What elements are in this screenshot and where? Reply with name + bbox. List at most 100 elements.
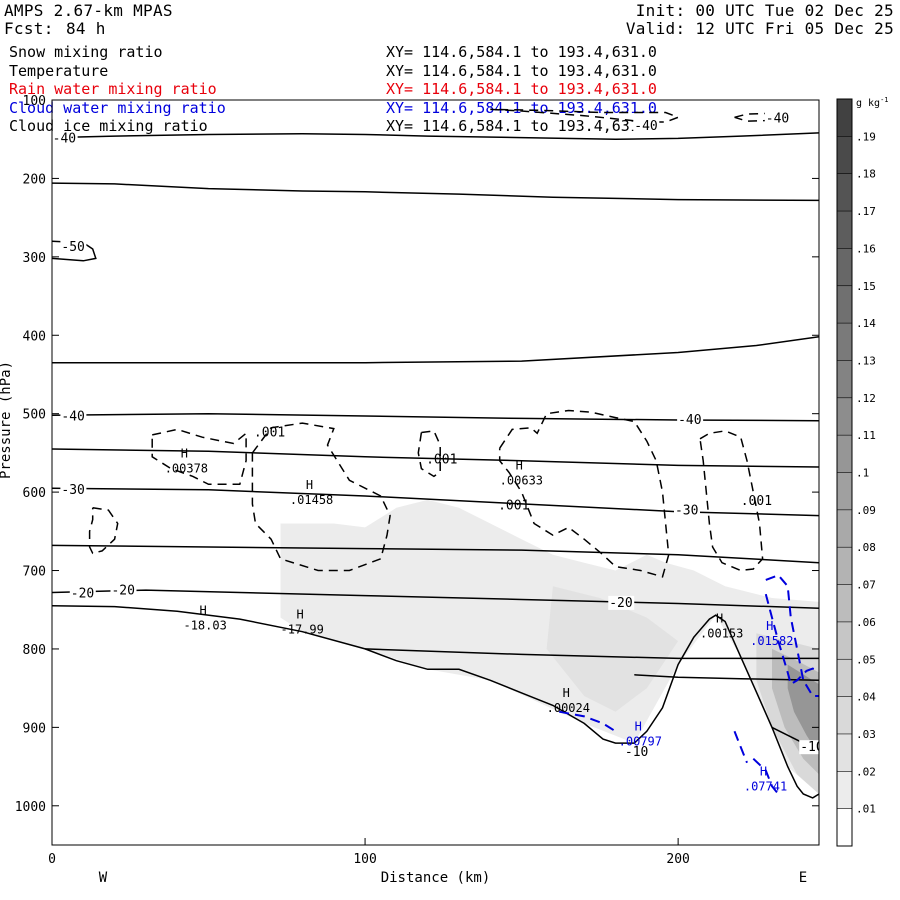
- east-label: E: [799, 870, 807, 886]
- y-tick-label: 200: [23, 172, 46, 187]
- colorbar-cell: [837, 659, 852, 697]
- max-value-label: .00153: [700, 626, 743, 640]
- field-name: Cloud ice mixing ratio: [9, 117, 208, 135]
- snow-contour: [699, 430, 764, 572]
- max-marker: H: [760, 764, 767, 778]
- colorbar-tick-label: .02: [856, 765, 876, 778]
- colorbar-tick-label: .12: [856, 392, 876, 405]
- colorbar-tick-label: .15: [856, 280, 876, 293]
- colorbar-tick-label: .11: [856, 429, 876, 442]
- temperature-label-bg: [677, 413, 704, 428]
- colorbar-tick-label: .16: [856, 242, 876, 255]
- temperature-contour: [52, 544, 819, 564]
- field-extent: XY= 114.6,584.1 to 193.4,631.0: [386, 43, 657, 61]
- colorbar-cell: [837, 733, 852, 772]
- colorbar-tick-label: .04: [856, 691, 876, 704]
- colorbar-cell: [837, 99, 852, 137]
- temperature-label-bg: [764, 111, 791, 126]
- colorbar-cell: [837, 621, 852, 660]
- ice-shading-area: [546, 586, 679, 712]
- colorbar-cell: [837, 285, 852, 324]
- max-value-label: .01582: [750, 634, 793, 648]
- forecast-label: Fcst:: [4, 19, 54, 38]
- max-marker: H: [716, 611, 723, 625]
- colorbar-tick-label: .03: [856, 728, 876, 741]
- max-value-label: .00633: [500, 473, 543, 487]
- colorbar-cell: [837, 547, 852, 585]
- temperature-label-bg: [633, 119, 660, 134]
- field-name: Snow mixing ratio: [9, 43, 163, 61]
- temperature-label-bg: [608, 595, 635, 610]
- temperature-label: -10: [800, 740, 823, 755]
- colorbar-tick-label: .14: [856, 317, 876, 330]
- colorbar-cell: [837, 696, 852, 734]
- max-value-label: -18.03: [183, 619, 226, 633]
- colorbar-tick-label: .17: [856, 205, 876, 218]
- colorbar-cell: [837, 397, 852, 436]
- x-axis-title: Distance (km): [381, 870, 491, 886]
- temperature-contour: [52, 412, 819, 422]
- y-tick-label: 400: [23, 329, 46, 344]
- colorbar-cell: [837, 211, 852, 249]
- max-value-label: .00378: [165, 462, 208, 476]
- temperature-contour: [52, 132, 819, 140]
- x-tick-label: 200: [666, 852, 689, 867]
- y-tick-label: 600: [23, 486, 46, 501]
- max-marker: H: [181, 447, 188, 461]
- temperature-label-bg: [799, 740, 819, 755]
- field-name: Temperature: [9, 61, 109, 80]
- model-title: AMPS 2.67-km MPAS: [4, 1, 173, 20]
- colorbar-cell: [837, 360, 852, 398]
- valid-time: Valid: 12 UTC Fri 05 Dec 25: [625, 19, 894, 38]
- snow-contour: [251, 422, 391, 572]
- colorbar-tick-label: .08: [856, 541, 876, 554]
- temperature-label-bg: [110, 583, 137, 598]
- max-value-label: .07741: [744, 779, 787, 793]
- colorbar-cell: [837, 323, 852, 361]
- snow-contour: [417, 430, 441, 478]
- terrain-line: [52, 605, 819, 799]
- y-tick-label: 100: [23, 94, 46, 109]
- field-extent: XY= 114.6,584.1 to 193.4,631.0: [386, 61, 657, 80]
- colorbar-cell: [837, 248, 852, 286]
- y-tick-label: 1000: [15, 800, 46, 815]
- colorbar-cell: [837, 584, 852, 622]
- colorbar-cell: [837, 173, 852, 212]
- temperature-label: -20: [71, 586, 94, 601]
- ice-shading-area: [787, 664, 819, 755]
- temperature-contour: [365, 648, 819, 660]
- snow-contour-label: .001: [426, 452, 457, 467]
- plot-frame: [51, 99, 820, 846]
- max-marker: H: [297, 607, 304, 621]
- colorbar-tick-label: .01: [856, 803, 876, 816]
- max-value-label: .00024: [547, 701, 590, 715]
- colorbar-cell: [837, 435, 852, 473]
- forecast-hours: 84 h: [66, 19, 106, 38]
- cloud-water-contour: [733, 730, 748, 764]
- temperature-label: -30: [61, 483, 84, 498]
- colorbar-cell: [837, 509, 852, 548]
- temperature-label: -40: [53, 132, 76, 147]
- colorbar-tick-label: .05: [856, 653, 876, 666]
- snow-contour-label: .001: [498, 499, 529, 514]
- colorbar-tick-label: .07: [856, 579, 876, 592]
- temperature-label-bg: [60, 409, 87, 424]
- temperature-label: -20: [111, 583, 134, 598]
- colorbar-tick-label: .19: [856, 130, 876, 143]
- temperature-label: -40: [678, 413, 701, 428]
- y-axis-title: Pressure (hPa): [0, 361, 14, 479]
- max-marker: H: [306, 478, 313, 492]
- temperature-label: -20: [609, 596, 632, 611]
- snow-contour-label: .001: [741, 494, 772, 509]
- field-extent: XY= 114.6,584.1 to 193.4,631.0: [386, 80, 657, 98]
- colorbar-tick-label: .1: [856, 467, 869, 480]
- init-time: Init: 00 UTC Tue 02 Dec 25: [635, 1, 894, 20]
- snow-contour: [490, 108, 681, 123]
- snow-contour-label: .001: [254, 426, 285, 441]
- temperature-label: -50: [61, 240, 84, 255]
- colorbar-tick-label: .06: [856, 616, 876, 629]
- temperature-label: -10: [625, 745, 648, 760]
- temperature-label-bg: [60, 239, 87, 254]
- temperature-label-bg: [623, 744, 650, 759]
